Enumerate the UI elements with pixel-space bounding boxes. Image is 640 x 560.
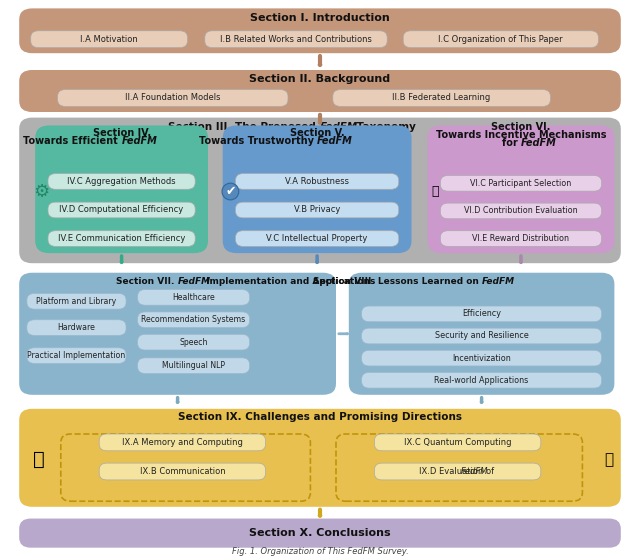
- Text: Recommendation Systems: Recommendation Systems: [141, 315, 246, 324]
- Text: ✔: ✔: [225, 185, 236, 198]
- FancyBboxPatch shape: [99, 434, 266, 451]
- FancyBboxPatch shape: [205, 31, 387, 48]
- Text: FedFM: FedFM: [521, 138, 557, 148]
- Text: Section VIII. Lessons Learned on: Section VIII. Lessons Learned on: [312, 277, 482, 286]
- FancyBboxPatch shape: [138, 312, 250, 328]
- Text: Security and Resilience: Security and Resilience: [435, 332, 529, 340]
- Text: VI.E Reward Distribution: VI.E Reward Distribution: [472, 234, 570, 243]
- FancyBboxPatch shape: [374, 434, 541, 451]
- Text: II.B Federated Learning: II.B Federated Learning: [392, 94, 491, 102]
- Text: Implementation and Applications: Implementation and Applications: [203, 277, 376, 286]
- Text: FedFM: FedFM: [320, 122, 358, 132]
- FancyBboxPatch shape: [27, 293, 126, 309]
- Text: V.C Intellectual Property: V.C Intellectual Property: [266, 234, 368, 243]
- Text: Practical Implementation: Practical Implementation: [28, 351, 125, 360]
- FancyBboxPatch shape: [19, 70, 621, 112]
- Text: Platform and Library: Platform and Library: [36, 297, 116, 306]
- FancyBboxPatch shape: [31, 31, 188, 48]
- FancyBboxPatch shape: [440, 231, 602, 246]
- Text: IX.A Memory and Computing: IX.A Memory and Computing: [122, 438, 243, 447]
- FancyBboxPatch shape: [374, 463, 541, 480]
- Text: Healthcare: Healthcare: [172, 293, 215, 302]
- Text: V.A Robustness: V.A Robustness: [285, 177, 349, 186]
- FancyBboxPatch shape: [19, 118, 621, 263]
- Text: Speech: Speech: [179, 338, 208, 347]
- FancyBboxPatch shape: [362, 372, 602, 388]
- FancyBboxPatch shape: [428, 125, 614, 253]
- FancyBboxPatch shape: [27, 320, 126, 335]
- Text: IV.E Communication Efficiency: IV.E Communication Efficiency: [58, 234, 186, 243]
- Text: FedFM: FedFM: [177, 277, 211, 286]
- Text: IX.D Evaluation of: IX.D Evaluation of: [419, 467, 497, 476]
- FancyBboxPatch shape: [403, 31, 598, 48]
- Text: Towards Efficient: Towards Efficient: [24, 136, 122, 146]
- Text: IX.B Communication: IX.B Communication: [140, 467, 225, 476]
- FancyBboxPatch shape: [362, 328, 602, 344]
- Text: Section VII.: Section VII.: [116, 277, 177, 286]
- FancyBboxPatch shape: [236, 174, 399, 189]
- FancyBboxPatch shape: [19, 273, 336, 395]
- FancyBboxPatch shape: [440, 175, 602, 191]
- FancyBboxPatch shape: [19, 409, 621, 507]
- FancyBboxPatch shape: [35, 125, 208, 253]
- Text: VI.D Contribution Evaluation: VI.D Contribution Evaluation: [464, 207, 578, 216]
- Text: Section I. Introduction: Section I. Introduction: [250, 13, 390, 23]
- Text: FedFM: FedFM: [482, 277, 515, 286]
- FancyBboxPatch shape: [138, 334, 250, 350]
- Text: Multilingual NLP: Multilingual NLP: [162, 361, 225, 370]
- Text: Towards Incentive Mechanisms: Towards Incentive Mechanisms: [436, 130, 606, 140]
- Text: Section III. The Proposed: Section III. The Proposed: [168, 122, 320, 132]
- Text: Hardware: Hardware: [58, 323, 95, 332]
- FancyBboxPatch shape: [27, 348, 126, 363]
- Text: FedFM: FedFM: [317, 136, 353, 146]
- Text: VI.C Participant Selection: VI.C Participant Selection: [470, 179, 572, 188]
- FancyBboxPatch shape: [19, 519, 621, 548]
- Text: Section VI.: Section VI.: [492, 122, 550, 132]
- Text: for: for: [502, 138, 521, 148]
- FancyBboxPatch shape: [48, 231, 195, 246]
- FancyBboxPatch shape: [223, 125, 412, 253]
- FancyBboxPatch shape: [48, 202, 195, 218]
- FancyBboxPatch shape: [236, 231, 399, 246]
- FancyBboxPatch shape: [362, 306, 602, 321]
- Text: Incentivization: Incentivization: [452, 353, 511, 363]
- Text: V.B Privacy: V.B Privacy: [294, 206, 340, 214]
- FancyBboxPatch shape: [349, 273, 614, 395]
- Text: ⚙: ⚙: [33, 183, 50, 200]
- Text: IX.C Quantum Computing: IX.C Quantum Computing: [404, 438, 511, 447]
- Text: Section X. Conclusions: Section X. Conclusions: [249, 528, 391, 538]
- FancyBboxPatch shape: [58, 90, 288, 106]
- Text: Fig. 1. Organization of This FedFM Survey.: Fig. 1. Organization of This FedFM Surve…: [232, 547, 408, 556]
- FancyBboxPatch shape: [19, 8, 621, 53]
- Text: 🚶: 🚶: [33, 450, 44, 469]
- FancyBboxPatch shape: [138, 358, 250, 374]
- Text: Real-world Applications: Real-world Applications: [435, 376, 529, 385]
- Text: Section V.: Section V.: [290, 128, 344, 138]
- Text: Efficiency: Efficiency: [462, 309, 501, 319]
- Text: Section IV.: Section IV.: [93, 128, 150, 138]
- Text: I.A Motivation: I.A Motivation: [80, 35, 138, 44]
- Text: II.A Foundation Models: II.A Foundation Models: [125, 94, 221, 102]
- Text: Section II. Background: Section II. Background: [250, 74, 390, 84]
- Text: I.C Organization of This Paper: I.C Organization of This Paper: [438, 35, 563, 44]
- Text: IV.D Computational Efficiency: IV.D Computational Efficiency: [60, 206, 184, 214]
- Text: 💡: 💡: [605, 452, 614, 466]
- FancyBboxPatch shape: [333, 90, 550, 106]
- Text: Taxonomy: Taxonomy: [353, 122, 416, 132]
- FancyBboxPatch shape: [48, 174, 195, 189]
- FancyBboxPatch shape: [440, 203, 602, 219]
- FancyBboxPatch shape: [99, 463, 266, 480]
- Text: IV.C Aggregation Methods: IV.C Aggregation Methods: [67, 177, 176, 186]
- FancyBboxPatch shape: [138, 290, 250, 305]
- Text: I.B Related Works and Contributions: I.B Related Works and Contributions: [220, 35, 372, 44]
- FancyBboxPatch shape: [236, 202, 399, 218]
- Text: Section IX. Challenges and Promising Directions: Section IX. Challenges and Promising Dir…: [178, 412, 462, 422]
- Text: 🎁: 🎁: [431, 185, 439, 198]
- Text: FedFM: FedFM: [122, 136, 157, 146]
- FancyBboxPatch shape: [362, 351, 602, 366]
- Text: FedFM: FedFM: [461, 467, 488, 476]
- Text: Towards Trustworthy: Towards Trustworthy: [199, 136, 317, 146]
